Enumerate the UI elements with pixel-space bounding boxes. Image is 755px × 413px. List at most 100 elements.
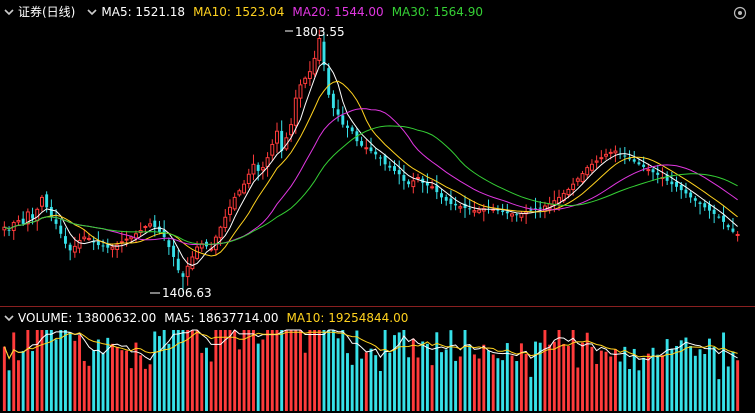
volume-bar <box>670 348 674 411</box>
ma30-line <box>4 125 738 245</box>
candle-body <box>698 202 702 205</box>
volume-bar <box>656 354 660 411</box>
volume-bar <box>223 330 227 411</box>
volume-bar <box>623 346 627 411</box>
volume-bar <box>529 376 533 411</box>
candle-body <box>96 241 100 246</box>
candle-body <box>270 143 275 156</box>
candle-body <box>608 151 613 154</box>
volume-bar <box>247 330 251 411</box>
volume-bar <box>472 354 476 411</box>
candle-body <box>35 208 40 222</box>
candle-body <box>726 225 730 228</box>
volume-bar <box>435 332 439 411</box>
candle-body <box>604 153 608 157</box>
volume-ma-lines <box>3 329 738 361</box>
candle-body <box>260 167 265 171</box>
volume-bar <box>562 343 566 411</box>
candle-body <box>327 68 331 95</box>
volume-bar <box>134 342 138 411</box>
volume-bar <box>693 355 697 411</box>
volume-bar <box>284 330 288 411</box>
volume-bar <box>162 330 166 411</box>
candle-body <box>580 173 585 183</box>
candle-body <box>101 245 105 247</box>
volume-bar <box>12 332 16 411</box>
candle-body <box>684 189 688 194</box>
candle-body <box>45 194 49 208</box>
volume-bar <box>270 330 274 411</box>
volume-bar <box>266 330 270 411</box>
candle-body <box>717 216 721 218</box>
volume-bar <box>571 330 575 411</box>
volume-bar <box>440 352 443 411</box>
volume-bar <box>26 330 30 411</box>
volume-bar <box>722 332 726 411</box>
volume-ma5-line <box>3 329 738 361</box>
volume-bar <box>698 349 702 411</box>
volume-bar <box>16 360 20 411</box>
volume-bar <box>637 370 641 411</box>
settings-icon[interactable] <box>733 6 747 20</box>
candle-body <box>712 209 716 214</box>
volume-bar <box>120 350 124 411</box>
candle-body <box>670 181 674 185</box>
volume-bar <box>190 330 194 411</box>
volume-bar <box>242 330 246 411</box>
volume-bar <box>543 330 547 411</box>
volume-bar <box>59 330 63 411</box>
candle-body <box>322 41 326 66</box>
volume-value: VOLUME: 13800632.00 <box>18 311 157 325</box>
candle-body <box>49 207 53 218</box>
candle-body <box>280 130 284 152</box>
candle-body <box>529 209 533 211</box>
volume-collapse-chevron-icon[interactable] <box>4 313 14 323</box>
candle-body <box>651 169 655 173</box>
volume-bar <box>407 357 411 411</box>
candle-body <box>407 181 411 185</box>
volume-bar <box>322 330 326 411</box>
volume-bar <box>153 331 157 411</box>
collapse-chevron-icon[interactable] <box>4 7 14 17</box>
volume-bar <box>219 330 223 411</box>
volume-bar <box>585 332 589 411</box>
candle-body <box>693 198 697 201</box>
candle-body <box>722 215 726 222</box>
volume-bar <box>689 346 693 411</box>
volume-bar <box>237 349 241 411</box>
volume-bar <box>21 350 25 411</box>
dropdown-chevron-icon[interactable] <box>87 7 97 17</box>
low-label: 1406.63 <box>162 286 212 300</box>
extreme-markers: 1803.55 1406.63 <box>150 25 345 300</box>
candle-body <box>589 163 594 171</box>
candle-body <box>143 226 148 229</box>
candle-body <box>613 150 618 154</box>
candle-body <box>153 220 157 228</box>
candle-body <box>463 203 467 208</box>
volume-bar <box>581 342 584 411</box>
candle-body <box>341 115 345 125</box>
candle-body <box>689 192 693 198</box>
volume-bar <box>200 352 204 411</box>
volume-bar <box>355 330 359 411</box>
volume-bar <box>49 330 53 411</box>
volume-bar <box>632 348 636 411</box>
candle-body <box>435 185 439 193</box>
volume-bar <box>510 355 514 411</box>
ma10-line <box>4 80 738 257</box>
volume-bar <box>487 350 490 411</box>
candle-body <box>77 239 82 249</box>
volume-ma5-value: MA5: 18637714.00 <box>164 311 279 325</box>
volume-bar <box>35 330 39 411</box>
volume-bar <box>195 330 199 411</box>
volume-bar <box>92 350 96 411</box>
ma30-value: MA30: 1564.90 <box>391 5 483 19</box>
volume-bar <box>205 347 208 411</box>
volume-bar <box>87 365 91 411</box>
candle-body <box>575 178 580 182</box>
candle-body <box>298 84 303 99</box>
candle-body <box>393 166 396 171</box>
candle-body <box>223 216 228 229</box>
volume-bar <box>294 330 298 411</box>
candle-body <box>232 196 237 210</box>
